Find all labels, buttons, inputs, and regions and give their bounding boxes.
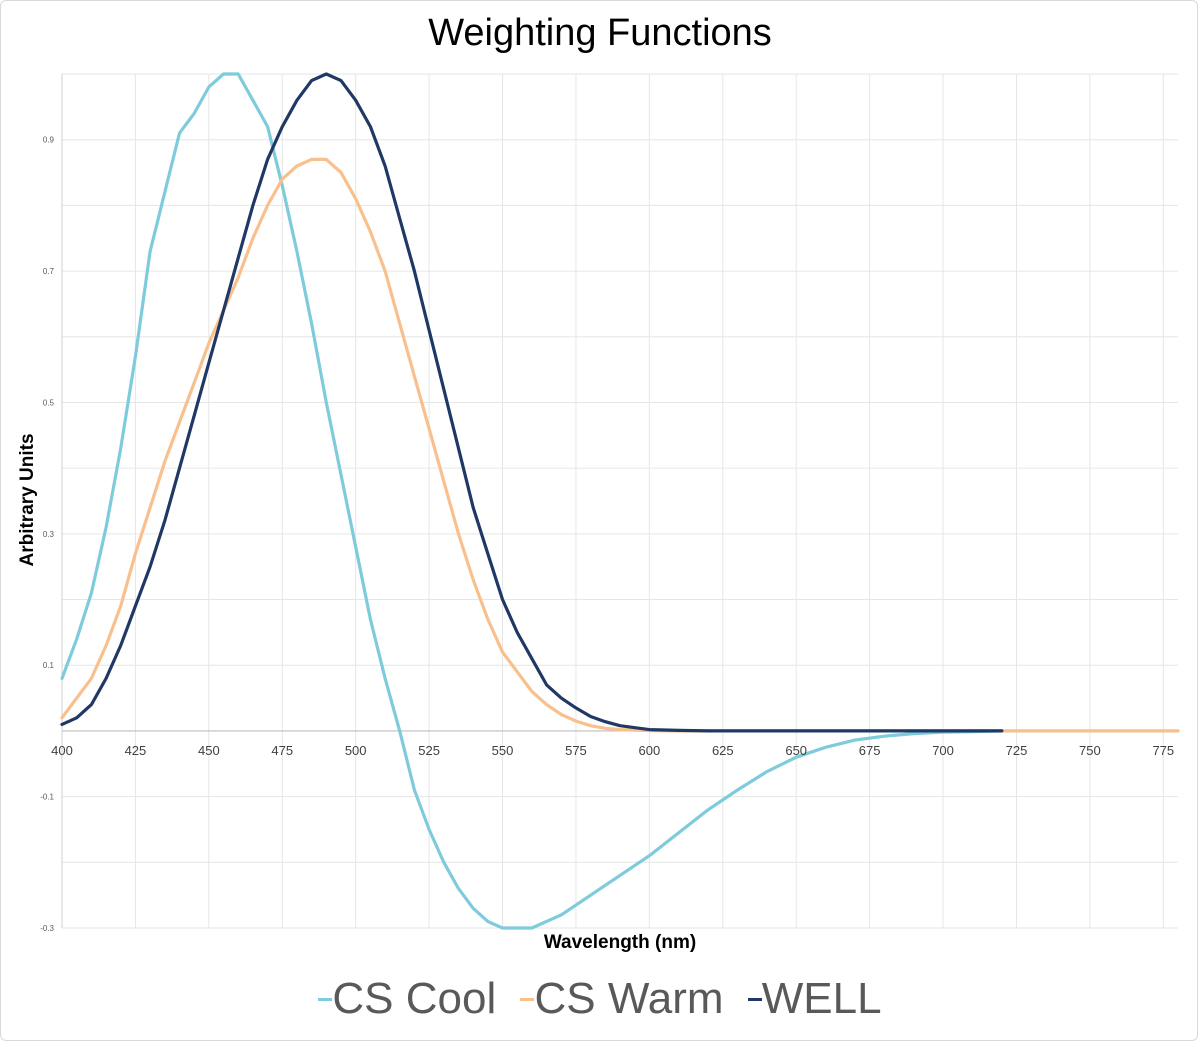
- x-tick-label: 400: [51, 743, 73, 758]
- x-tick-label: 775: [1152, 743, 1174, 758]
- x-tick-label: 425: [125, 743, 147, 758]
- legend-swatch-cs-warm: [520, 997, 535, 1001]
- y-tick-label: 0.3: [43, 530, 55, 539]
- x-tick-label: 750: [1079, 743, 1101, 758]
- y-tick-label: -0.1: [40, 793, 54, 802]
- y-tick-label: 0.7: [43, 267, 55, 276]
- y-tick-label: -0.3: [40, 924, 54, 933]
- x-tick-label: 475: [271, 743, 293, 758]
- x-tick-label: 500: [345, 743, 367, 758]
- axes: [61, 74, 1178, 928]
- series-line-well: [60, 72, 1004, 733]
- x-tick-label: 650: [785, 743, 807, 758]
- y-tick-label: 0.5: [43, 398, 55, 407]
- legend-swatch-cs-cool: [318, 997, 333, 1001]
- series-line-cs-warm: [60, 157, 1180, 733]
- x-tick-label: 625: [712, 743, 734, 758]
- x-tick-label: 600: [639, 743, 661, 758]
- series-lines: [60, 72, 1180, 930]
- tick-labels: 0.9 0.7 0.5 0.3 0.1 -0.1 -0.3 400 425 450 475 500 52…: [40, 136, 1174, 933]
- x-tick-label: 725: [1006, 743, 1028, 758]
- legend-swatch-well: [747, 997, 762, 1001]
- x-tick-label: 525: [418, 743, 440, 758]
- legend: CS Cool CS Warm WELL: [0, 974, 1200, 1024]
- x-tick-label: 700: [932, 743, 954, 758]
- legend-item-cs-warm: CS Warm: [520, 974, 724, 1024]
- x-tick-label: 675: [859, 743, 881, 758]
- y-tick-label: 0.1: [43, 661, 55, 670]
- x-tick-label: 550: [492, 743, 514, 758]
- legend-item-cs-cool: CS Cool: [318, 974, 496, 1024]
- y-tick-label: 0.9: [43, 136, 55, 145]
- legend-label-cs-cool: CS Cool: [332, 974, 497, 1023]
- x-tick-label: 450: [198, 743, 220, 758]
- chart-title: Weighting Functions: [428, 12, 772, 54]
- series-line-cs-cool: [60, 72, 1004, 930]
- gridlines: [61, 73, 1178, 929]
- legend-label-cs-warm: CS Warm: [534, 974, 724, 1023]
- legend-item-well: WELL: [747, 974, 882, 1024]
- x-tick-label: 575: [565, 743, 587, 758]
- legend-label-well: WELL: [761, 974, 882, 1023]
- x-axis-title: Wavelength (nm): [543, 932, 697, 953]
